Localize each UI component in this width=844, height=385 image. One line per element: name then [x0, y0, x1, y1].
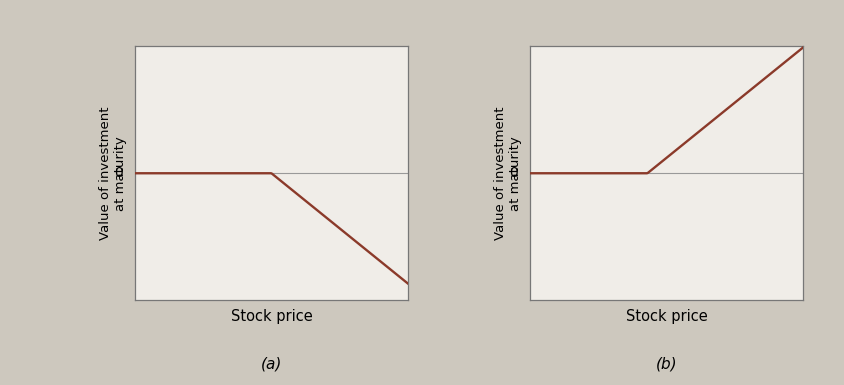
X-axis label: Stock price: Stock price [230, 309, 312, 324]
X-axis label: Stock price: Stock price [625, 309, 706, 324]
Text: (b): (b) [655, 356, 677, 371]
Text: (a): (a) [261, 356, 282, 371]
Y-axis label: Value of investment
at maturity: Value of investment at maturity [494, 107, 522, 240]
Y-axis label: Value of investment
at maturity: Value of investment at maturity [99, 107, 127, 240]
Text: 0: 0 [114, 166, 122, 180]
Text: 0: 0 [509, 166, 517, 180]
